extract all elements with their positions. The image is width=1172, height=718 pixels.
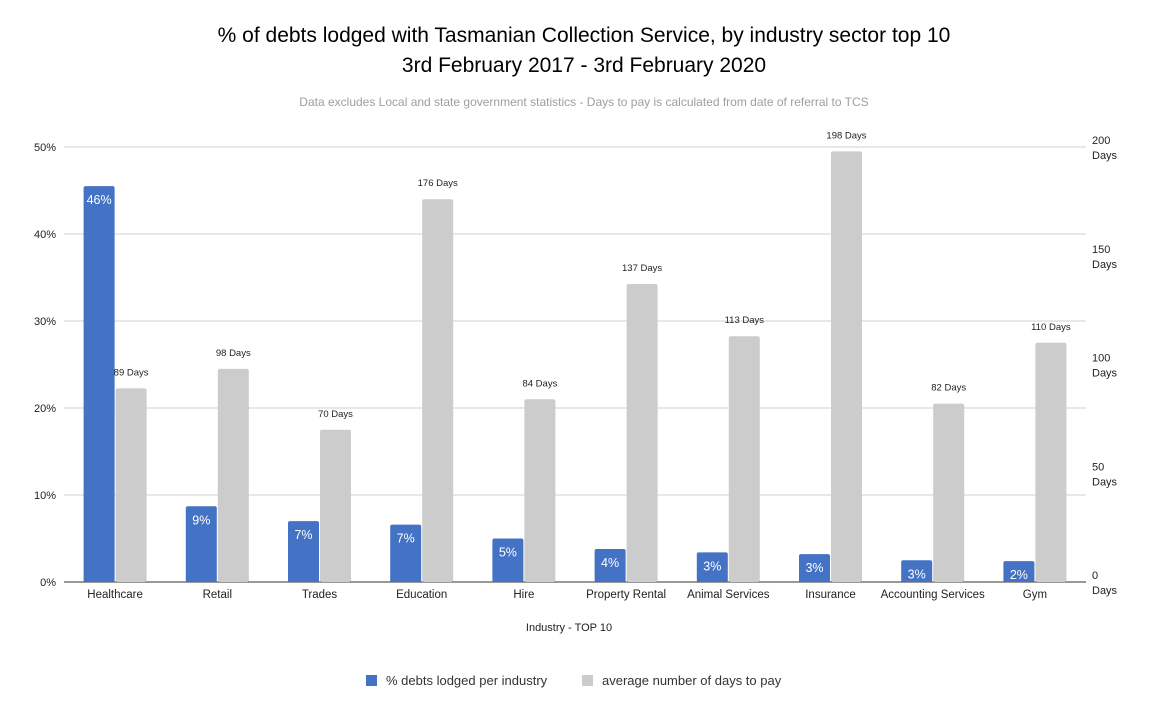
right-axis-tick-label: 50 Days: [1092, 461, 1118, 488]
bar-pct-hire: [492, 538, 524, 582]
bar-pct-accounting-services: [901, 560, 933, 582]
data-label-pct: 2%: [1010, 568, 1028, 582]
data-label-days: 70 Days: [318, 409, 353, 420]
category-labels: Healthcare Retail Trades Education Hire Prope…: [87, 589, 1047, 601]
bar-days-accounting-services: [933, 403, 965, 582]
bar-pct-education: [390, 524, 422, 582]
category-label: Healthcare: [87, 589, 143, 601]
legend-label-pct: % debts lodged per industry: [386, 673, 548, 688]
data-label-days: 198 Days: [826, 130, 866, 141]
bar-pct-insurance: [799, 554, 830, 582]
data-label-pct: 9%: [192, 513, 210, 527]
bar-days-hire: [524, 399, 556, 582]
bar-days-insurance: [831, 151, 862, 582]
category-label: Hire: [513, 589, 534, 601]
x-axis-title: Industry - TOP 10: [526, 622, 612, 634]
category-label: Animal Services: [687, 589, 770, 601]
category-label: Education: [396, 589, 447, 601]
left-axis-tick-label: 10%: [34, 490, 56, 502]
bar-days-animal-services: [728, 336, 760, 582]
left-axis-tick-label: 0%: [40, 577, 56, 589]
legend: % debts lodged per industry average numbe…: [366, 673, 782, 688]
right-axis: 0 Days 50 Days 100 Days 150 Days 200 Days: [1092, 135, 1118, 597]
legend-swatch-pct: [366, 675, 377, 686]
left-axis-tick-label: 50%: [34, 142, 56, 154]
data-labels: 46% 89 Days 9% 98 Days 7% 70 Days 7% 176 Days 5%…: [87, 130, 1071, 582]
left-axis-tick-label: 40%: [34, 229, 56, 241]
left-axis: 0% 10% 20% 30% 40% 50%: [34, 142, 56, 589]
bar-days-education: [422, 199, 454, 582]
legend-swatch-days: [582, 675, 593, 686]
right-axis-tick-label: 150 Days: [1092, 244, 1118, 271]
category-label: Property Rental: [586, 589, 666, 601]
data-label-days: 89 Days: [114, 367, 149, 378]
gridlines: [64, 146, 1086, 583]
data-label-days: 176 Days: [418, 178, 458, 189]
chart-title-line2: 3rd February 2017 - 3rd February 2020: [402, 54, 766, 77]
bar-pct-retail: [185, 506, 217, 582]
chart-title-line1: % of debts lodged with Tasmanian Collect…: [218, 24, 951, 47]
left-axis-tick-label: 20%: [34, 403, 56, 415]
legend-label-days: average number of days to pay: [602, 673, 782, 688]
bar-days-gym: [1035, 342, 1067, 582]
data-label-pct: 5%: [499, 546, 517, 560]
category-label: Accounting Services: [881, 589, 985, 601]
data-label-pct: 3%: [908, 567, 926, 581]
bar-pct-animal-services: [696, 552, 728, 582]
data-label-days: 113 Days: [725, 315, 765, 326]
data-label-pct: 3%: [805, 561, 823, 575]
bar-days-property-rental: [626, 284, 658, 582]
category-label: Retail: [203, 589, 232, 601]
data-label-pct: 3%: [703, 559, 721, 573]
data-label-days: 84 Days: [522, 378, 557, 389]
bar-days-healthcare: [115, 388, 147, 582]
data-label-days: 137 Days: [622, 263, 662, 274]
bar-days-trades: [320, 429, 351, 582]
bars: [83, 151, 1067, 582]
data-label-pct: 7%: [397, 532, 415, 546]
left-axis-tick-label: 30%: [34, 316, 56, 328]
bar-pct-trades: [288, 521, 319, 582]
data-label-days: 98 Days: [216, 348, 251, 359]
right-axis-tick-label: 200 Days: [1092, 135, 1118, 162]
data-label-days: 82 Days: [931, 383, 966, 394]
data-label-days: 110 Days: [1031, 322, 1071, 333]
right-axis-tick-label: 0 Days: [1092, 570, 1118, 597]
chart-subtitle: Data excludes Local and state government…: [299, 95, 868, 109]
bar-pct-property-rental: [594, 548, 626, 582]
bar-days-retail: [217, 368, 249, 582]
data-label-pct: 7%: [294, 528, 312, 542]
category-label: Insurance: [805, 589, 856, 601]
right-axis-tick-label: 100 Days: [1092, 353, 1118, 380]
bar-pct-gym: [1003, 561, 1035, 582]
category-label: Gym: [1023, 589, 1047, 601]
bar-pct-healthcare: [83, 186, 115, 582]
category-label: Trades: [302, 589, 338, 601]
data-label-pct: 4%: [601, 556, 619, 570]
data-label-pct: 46%: [87, 193, 112, 207]
